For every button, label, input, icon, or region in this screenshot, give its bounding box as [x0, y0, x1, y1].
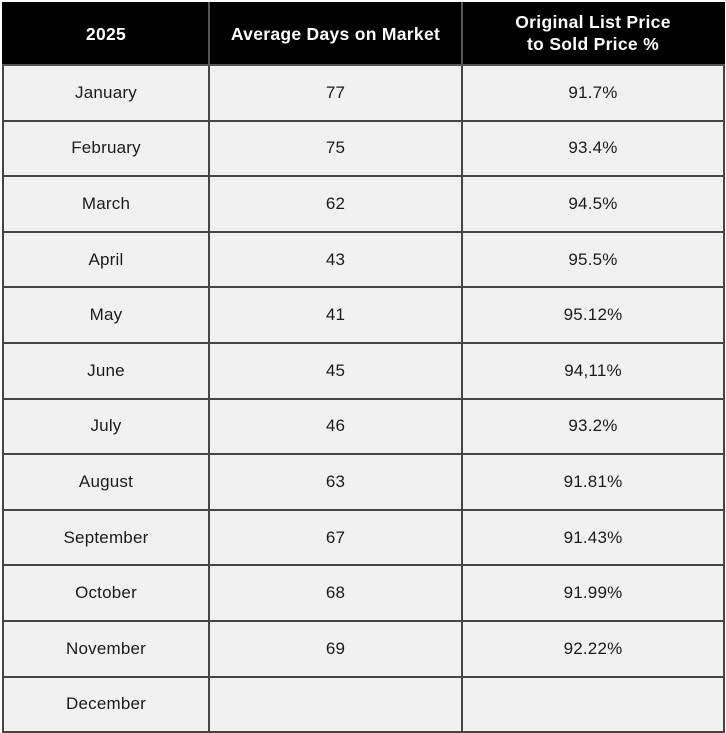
table-row-july: July 46 93.2%: [2, 397, 725, 456]
month-cell: February: [2, 119, 210, 178]
header-ratio: Original List Price to Sold Price %: [461, 2, 725, 66]
month-cell: March: [2, 175, 210, 233]
ratio-cell: 91.7%: [461, 64, 725, 122]
table-row-august: August 63 91.81%: [2, 453, 725, 511]
table-row-january: January 77 91.7%: [2, 64, 725, 122]
ratio-cell: 94.5%: [461, 175, 725, 233]
month-cell: December: [2, 675, 210, 733]
header-row: 2025 Average Days on Market Original Lis…: [2, 2, 725, 66]
month-cell: April: [2, 230, 210, 289]
table-row-october: October 68 91.99%: [2, 564, 725, 622]
month-cell: July: [2, 397, 210, 456]
days-cell: 69: [208, 619, 463, 678]
month-cell: September: [2, 508, 210, 567]
month-cell: May: [2, 286, 210, 344]
days-cell: 77: [208, 64, 463, 122]
days-cell: 67: [208, 508, 463, 567]
ratio-cell: 91.81%: [461, 453, 725, 511]
ratio-cell: 93.2%: [461, 397, 725, 456]
ratio-cell: 92.22%: [461, 619, 725, 678]
month-cell: June: [2, 341, 210, 400]
ratio-cell: 95.5%: [461, 230, 725, 289]
ratio-cell: [461, 675, 725, 733]
days-cell: 75: [208, 119, 463, 178]
days-cell: 46: [208, 397, 463, 456]
header-year: 2025: [2, 2, 210, 66]
table-row-march: March 62 94.5%: [2, 175, 725, 233]
days-cell: 41: [208, 286, 463, 344]
ratio-cell: 91.43%: [461, 508, 725, 567]
days-cell: [208, 675, 463, 733]
days-cell: 45: [208, 341, 463, 400]
table-row-september: September 67 91.43%: [2, 508, 725, 567]
table-row-december: December: [2, 675, 725, 733]
ratio-cell: 91.99%: [461, 564, 725, 622]
month-cell: August: [2, 453, 210, 511]
month-cell: October: [2, 564, 210, 622]
header-days: Average Days on Market: [208, 2, 463, 66]
table-row-february: February 75 93.4%: [2, 119, 725, 178]
ratio-cell: 95.12%: [461, 286, 725, 344]
table-row-april: April 43 95.5%: [2, 230, 725, 289]
ratio-cell: 93.4%: [461, 119, 725, 178]
days-cell: 62: [208, 175, 463, 233]
month-cell: November: [2, 619, 210, 678]
days-cell: 68: [208, 564, 463, 622]
table-row-may: May 41 95.12%: [2, 286, 725, 344]
days-cell: 63: [208, 453, 463, 511]
ratio-cell: 94,11%: [461, 341, 725, 400]
table-row-june: June 45 94,11%: [2, 341, 725, 400]
month-cell: January: [2, 64, 210, 122]
days-cell: 43: [208, 230, 463, 289]
table-row-november: November 69 92.22%: [2, 619, 725, 678]
